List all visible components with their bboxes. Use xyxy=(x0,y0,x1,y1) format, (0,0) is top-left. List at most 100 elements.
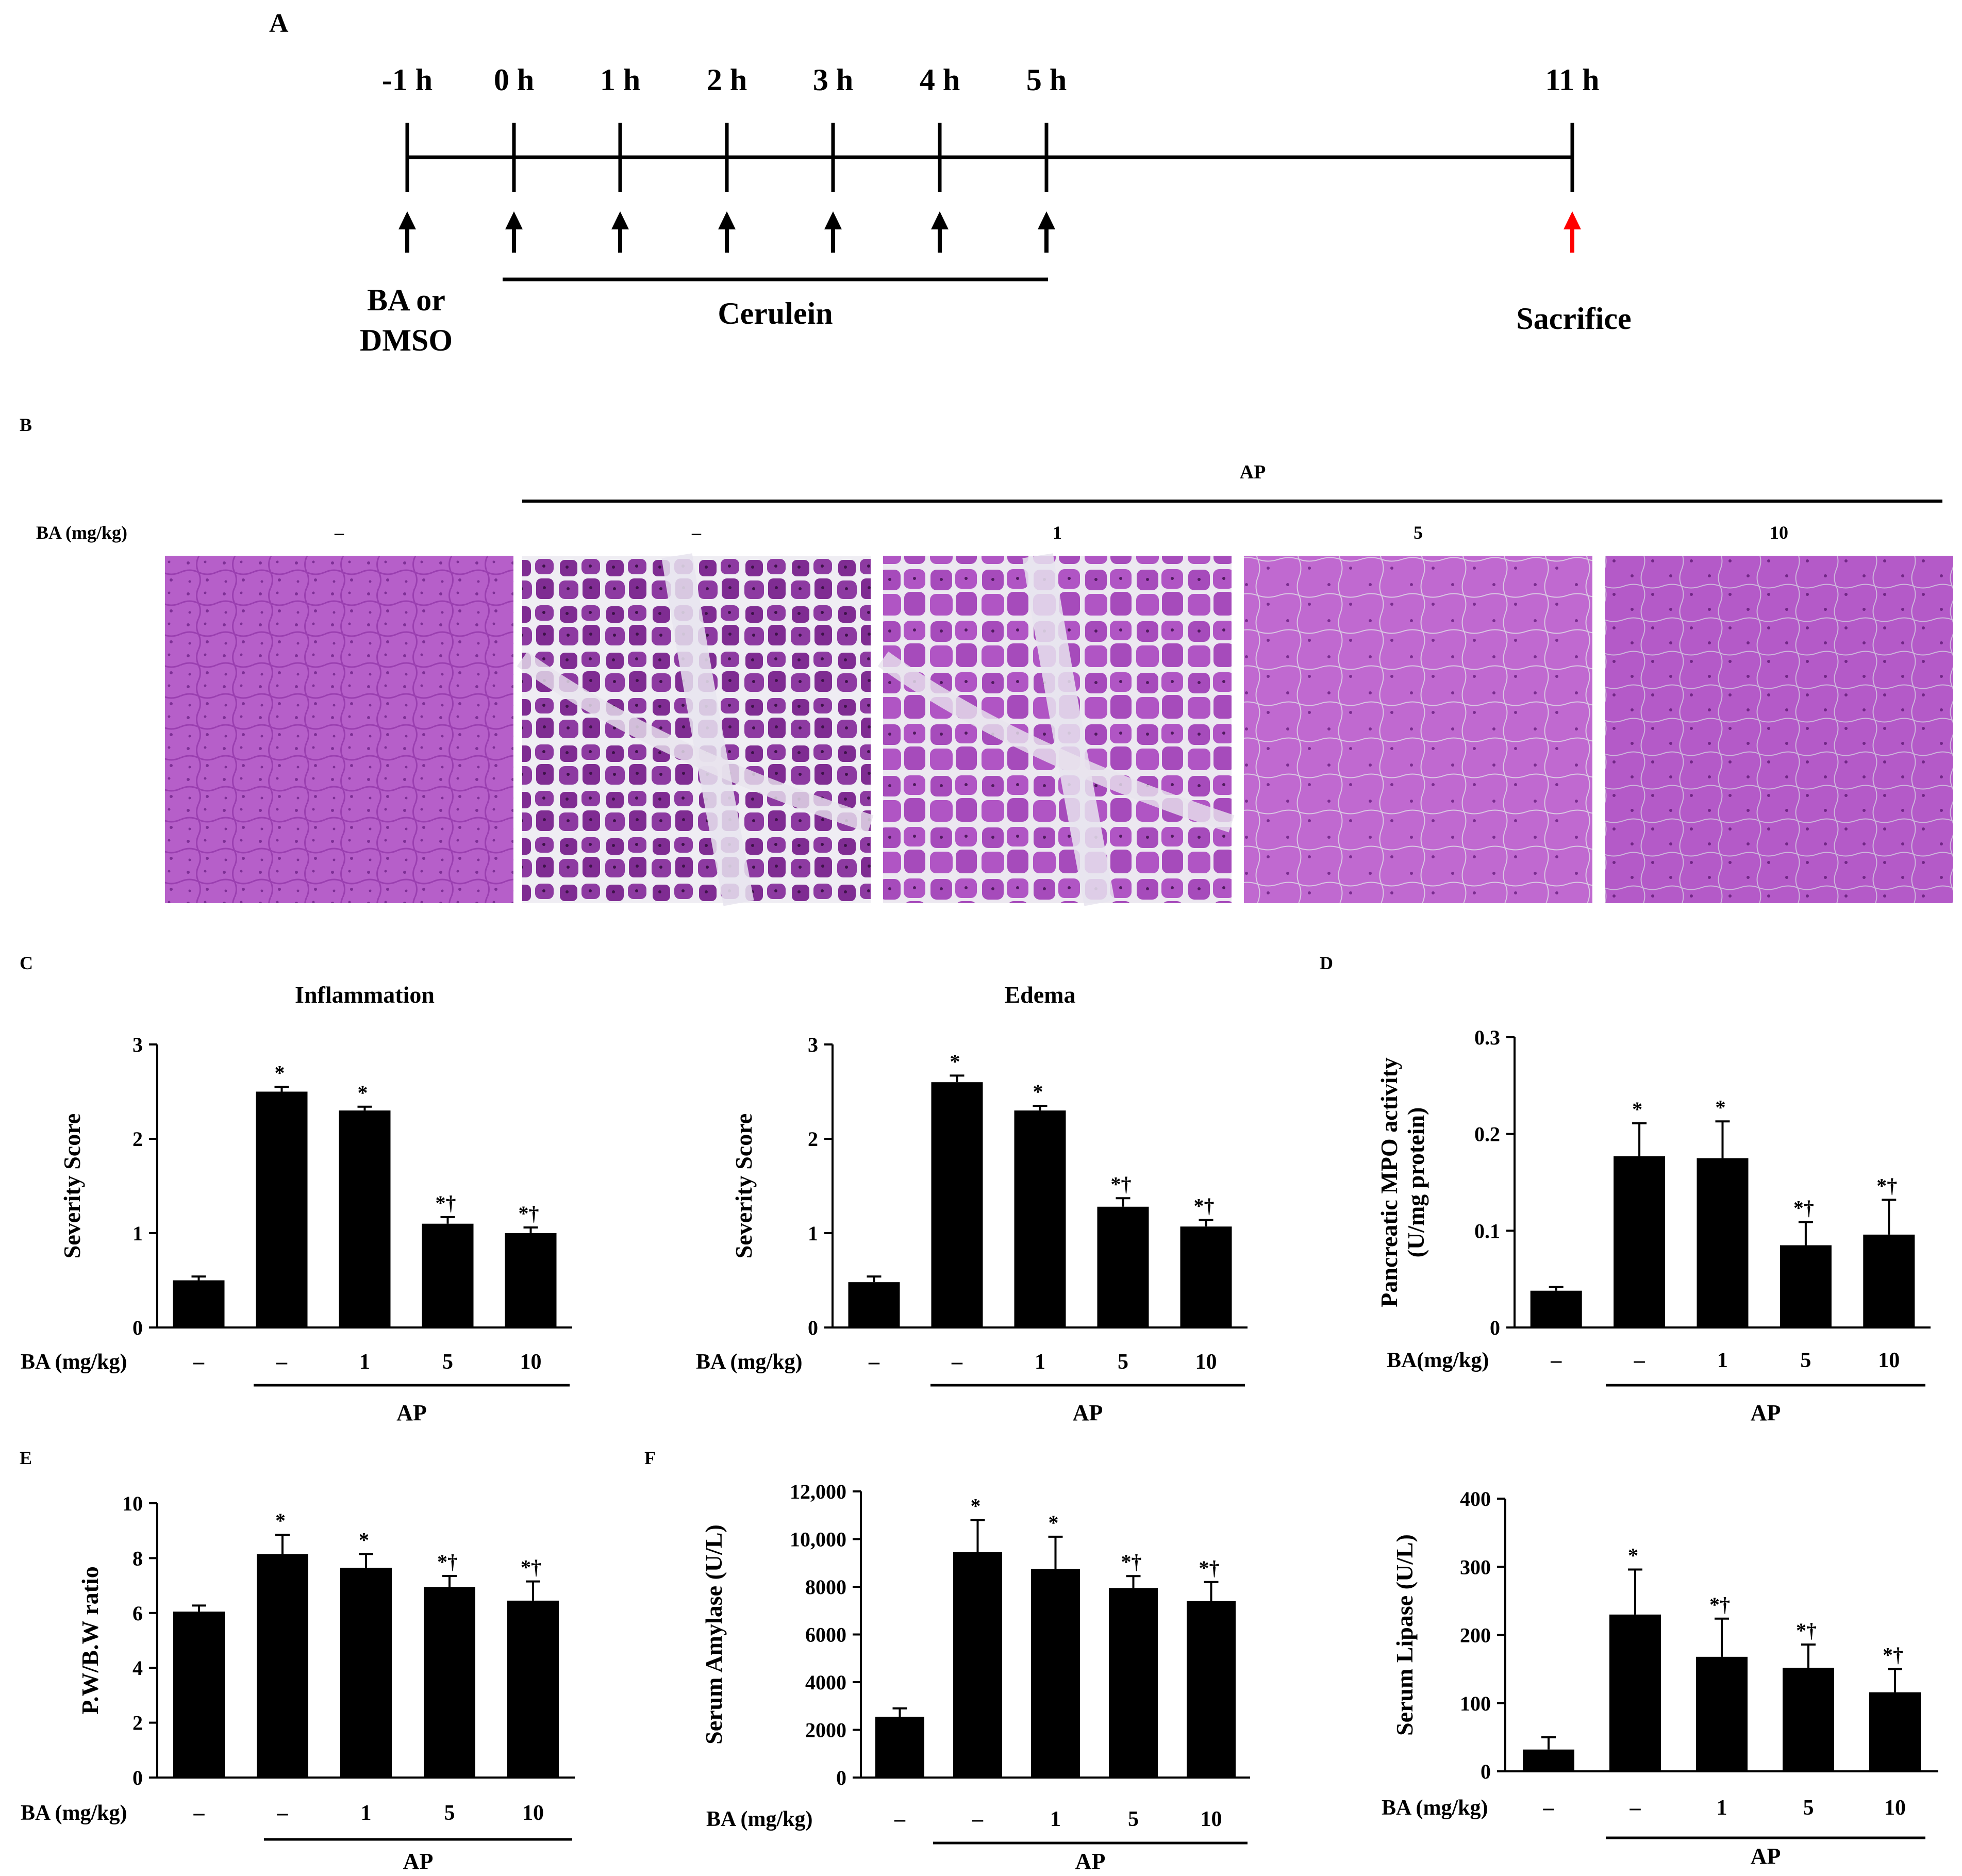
injection-arrow-icon xyxy=(718,211,736,253)
x-category-label: 10 xyxy=(520,1350,542,1374)
bar xyxy=(1187,1601,1236,1778)
panel-label-b: B xyxy=(20,414,32,435)
arrow-head xyxy=(824,211,842,229)
bar xyxy=(1180,1226,1232,1327)
x-category-label: 10 xyxy=(1195,1350,1217,1374)
bar xyxy=(1869,1692,1921,1771)
significance-marker: *† xyxy=(1793,1196,1814,1219)
significance-marker: * xyxy=(1716,1095,1726,1119)
significance-marker: *† xyxy=(437,1550,458,1573)
bar xyxy=(931,1082,983,1327)
ap-group-label: AP xyxy=(1751,1400,1781,1425)
y-tick-label: 0.1 xyxy=(1474,1219,1500,1242)
arrow-head xyxy=(1564,211,1581,229)
y-tick-label: 2 xyxy=(132,1127,143,1151)
x-row-label: BA (mg/kg) xyxy=(21,1350,127,1374)
significance-marker: *† xyxy=(1194,1194,1215,1217)
ba-or-dmso-line2: DMSO xyxy=(360,323,453,357)
time-label: 1 h xyxy=(600,63,640,97)
time-label: 5 h xyxy=(1026,63,1067,97)
edema-channel xyxy=(661,553,754,906)
chart-edema: Edema 0 1 2 3 Severity Score – * – * 1 *† 5 *† 10 BA (m… xyxy=(696,982,1248,1425)
x-category-label: – xyxy=(972,1807,984,1831)
x-category-label: – xyxy=(277,1801,289,1825)
y-tick-label: 8 xyxy=(132,1547,143,1570)
histology-dose-label: 10 xyxy=(1770,522,1788,543)
chart-title: Inflammation xyxy=(295,982,435,1008)
x-row-label: BA (mg/kg) xyxy=(1382,1796,1488,1820)
y-tick-label: 6 xyxy=(132,1602,143,1625)
bar xyxy=(173,1612,225,1778)
significance-marker: *† xyxy=(1111,1172,1132,1196)
chart-serum-amylase: 0 2000 4000 6000 8000 10,000 12,000 Serum Amyla… xyxy=(701,1480,1250,1874)
time-label: 4 h xyxy=(920,63,960,97)
bar xyxy=(1530,1290,1582,1327)
y-tick-label: 10,000 xyxy=(790,1528,846,1551)
x-category-label: 10 xyxy=(1201,1807,1222,1831)
bar xyxy=(1863,1234,1915,1327)
y-axis-label: Severity Score xyxy=(59,1114,85,1258)
ap-group-label: AP xyxy=(1751,1844,1781,1869)
x-category-label: 5 xyxy=(1800,1349,1811,1372)
significance-marker: *† xyxy=(1883,1643,1903,1667)
x-category-label: 1 xyxy=(361,1801,372,1825)
x-category-label: 1 xyxy=(1717,1796,1727,1820)
significance-marker: * xyxy=(359,1528,369,1551)
x-category-label: – xyxy=(868,1350,880,1374)
chart-mpo-activity: 0 0.1 0.2 0.3 Pancreatic MPO activity (U/mg p… xyxy=(1376,1026,1931,1425)
injection-arrow-icon xyxy=(1038,211,1055,253)
arrow-head xyxy=(931,211,949,229)
bar xyxy=(256,1091,308,1327)
y-axis-label: Serum Amylase (U/L) xyxy=(701,1524,727,1745)
y-tick-label: 2 xyxy=(808,1127,818,1151)
y-tick-label: 100 xyxy=(1460,1692,1491,1715)
edema-channel xyxy=(1022,553,1115,906)
y-tick-label: 12,000 xyxy=(790,1480,846,1503)
y-tick-label: 400 xyxy=(1460,1487,1491,1510)
histology-image xyxy=(1605,556,1953,903)
x-category-label: 5 xyxy=(444,1801,455,1825)
bar xyxy=(257,1554,308,1778)
x-row-label: BA(mg/kg) xyxy=(1387,1349,1489,1372)
x-category-label: – xyxy=(1550,1349,1562,1372)
time-label: 0 h xyxy=(494,63,534,97)
time-label: 2 h xyxy=(707,63,747,97)
bar xyxy=(1109,1588,1158,1778)
timeline-time-labels: -1 h 0 h 1 h 2 h 3 h 4 h 5 h 11 h xyxy=(382,63,1600,97)
chart-title: Edema xyxy=(1005,982,1076,1008)
x-category-label: – xyxy=(1630,1796,1641,1820)
panel-label-c: C xyxy=(20,953,33,973)
injection-arrows xyxy=(398,211,1581,253)
y-axis-label: P.W/B.W ratio xyxy=(77,1566,103,1715)
significance-marker: *† xyxy=(1709,1593,1730,1616)
x-row-label: BA (mg/kg) xyxy=(21,1801,127,1825)
significance-marker: *† xyxy=(1876,1174,1897,1197)
y-tick-label: 0 xyxy=(836,1766,846,1789)
arrow-head xyxy=(505,211,523,229)
panel-label-a: A xyxy=(269,9,289,38)
significance-marker: * xyxy=(1049,1511,1059,1534)
time-label: -1 h xyxy=(382,63,433,97)
bar xyxy=(507,1600,559,1778)
bar xyxy=(848,1282,900,1327)
bar xyxy=(1523,1749,1574,1771)
x-category-label: – xyxy=(193,1801,205,1825)
histology-dose-label: – xyxy=(334,522,344,543)
injection-arrow-icon xyxy=(931,211,949,253)
arrow-head xyxy=(398,211,416,229)
significance-marker: * xyxy=(950,1050,960,1073)
injection-arrow-icon xyxy=(505,211,523,253)
ap-group-label: AP xyxy=(1073,1400,1103,1425)
x-category-label: 1 xyxy=(1717,1349,1728,1372)
bar xyxy=(1097,1206,1149,1327)
x-category-label: 5 xyxy=(1118,1350,1128,1374)
y-tick-label: 0 xyxy=(132,1766,143,1789)
y-tick-label: 0.2 xyxy=(1474,1123,1500,1146)
histology-image xyxy=(1244,556,1592,903)
x-category-label: 10 xyxy=(522,1801,544,1825)
injection-arrow-icon xyxy=(611,211,629,253)
bar xyxy=(424,1587,475,1778)
bar xyxy=(953,1552,1002,1778)
y-tick-label: 4 xyxy=(132,1656,143,1680)
panel-b: B AP BA (mg/kg) – – 1 5 10 xyxy=(20,414,1953,906)
